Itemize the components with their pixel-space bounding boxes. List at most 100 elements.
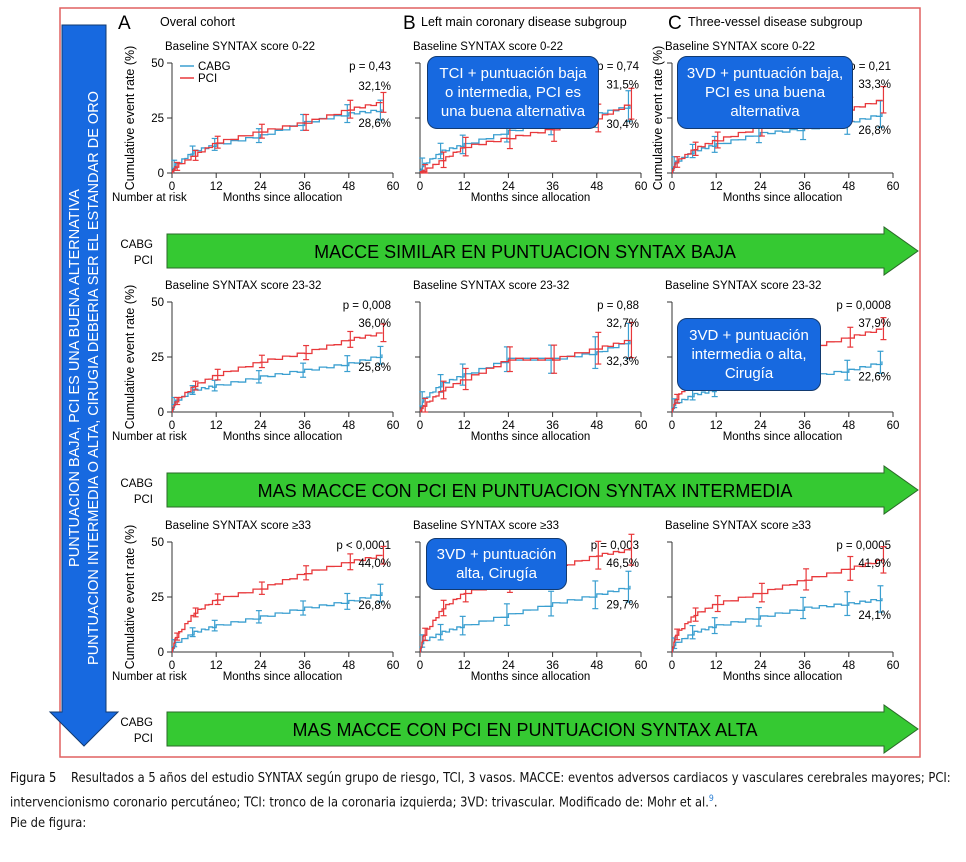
risk-label-cabg: CABG	[120, 717, 153, 729]
x-axis-label: Months since allocation	[723, 192, 843, 204]
y-tick-label: 0	[158, 168, 164, 180]
km-panel: Baseline SYNTAX score ≥33 p < 0,0001 0 25 50…	[112, 520, 399, 683]
x-axis-label: Months since allocation	[223, 192, 343, 204]
number-at-risk-label: Number at risk	[112, 671, 187, 683]
km-panel: Baseline SYNTAX score ≥33 p = 0,0005 0 12 24…	[665, 520, 899, 683]
green-arrow	[166, 226, 919, 276]
green-arrow-text: MAS MACCE CON PCI EN PUNTUACION SYNTAX A…	[292, 720, 757, 740]
caption-text: Resultados a 5 años del estudio SYNTAX s…	[10, 771, 951, 811]
x-tick-label: 60	[887, 420, 900, 432]
cabg-end-label: 28,6%	[358, 118, 391, 130]
x-tick-label: 0	[417, 420, 423, 432]
pci-end-label: 44,0%	[358, 558, 391, 570]
risk-label-pci: PCI	[134, 733, 153, 745]
x-tick-label: 48	[342, 420, 355, 432]
x-tick-label: 12	[210, 420, 223, 432]
vertical-arrow-line1: PUNTUACION BAJA, PCI ES UNA BUENA ALTERN…	[67, 189, 83, 567]
pci-curve	[419, 339, 631, 413]
panel-letter-C: C	[668, 13, 682, 34]
legend-pci-label: PCI	[198, 73, 217, 85]
x-tick-label: 36	[798, 181, 811, 193]
y-axis-label: Cumulative event rate (%)	[123, 525, 137, 670]
x-tick-label: 0	[669, 420, 675, 432]
cabg-end-label: 26,8%	[358, 600, 391, 612]
x-tick-label: 48	[590, 181, 603, 193]
p-value: p = 0,21	[849, 61, 891, 73]
p-value: p = 0,88	[597, 300, 639, 312]
x-tick-label: 12	[710, 660, 723, 672]
x-tick-label: 24	[502, 660, 515, 672]
cabg-end-label: 25,8%	[358, 362, 391, 374]
panel-subtitle: Baseline SYNTAX score 0-22	[665, 41, 815, 53]
pci-end-label: 31,5%	[606, 80, 639, 92]
x-axis-label: Months since allocation	[471, 431, 591, 443]
x-tick-label: 12	[210, 181, 223, 193]
caption-reference-link[interactable]: 9	[708, 794, 714, 804]
x-tick-label: 48	[842, 660, 855, 672]
cabg-end-label: 29,7%	[606, 600, 639, 612]
panel-subtitle: Baseline SYNTAX score ≥33	[413, 520, 559, 532]
x-tick-label: 12	[210, 660, 223, 672]
x-axis-label: Months since allocation	[723, 431, 843, 443]
y-tick-label: 50	[151, 537, 164, 549]
green-arrow-row-2: MAS MACCE CON PCI EN PUNTUACION SYNTAX I…	[120, 465, 919, 515]
y-tick-label: 25	[151, 113, 164, 125]
panel-subtitle: Baseline SYNTAX score 23-32	[665, 280, 821, 292]
pci-curve	[171, 554, 383, 653]
cabg-curve	[171, 592, 383, 653]
x-tick-label: 48	[842, 420, 855, 432]
x-tick-label: 12	[710, 181, 723, 193]
panel-subtitle: Baseline SYNTAX score ≥33	[665, 520, 811, 532]
x-tick-label: 60	[387, 420, 400, 432]
x-tick-label: 24	[754, 181, 767, 193]
panel-letter-B: B	[403, 13, 416, 34]
x-tick-label: 24	[754, 420, 767, 432]
panel-title: Overal cohort	[160, 15, 236, 29]
x-tick-label: 36	[798, 660, 811, 672]
cabg-end-label: 22,6%	[858, 371, 891, 383]
green-arrow-row-1: MACCE SIMILAR EN PUNTUACION SYNTAX BAJA C…	[120, 226, 919, 276]
p-value: p = 0,003	[591, 540, 639, 552]
x-tick-label: 0	[669, 181, 675, 193]
x-axis-label: Months since allocation	[723, 671, 843, 683]
x-tick-label: 48	[842, 181, 855, 193]
x-axis-label: Months since allocation	[471, 192, 591, 204]
x-tick-label: 24	[254, 420, 267, 432]
green-arrow-text: MACCE SIMILAR EN PUNTUACION SYNTAX BAJA	[314, 242, 736, 262]
x-tick-label: 24	[254, 181, 267, 193]
risk-label-cabg: CABG	[120, 239, 153, 251]
panel-title: Three-vessel disease subgroup	[688, 15, 862, 29]
x-tick-label: 36	[298, 181, 311, 193]
p-value: p < 0,0001	[336, 540, 391, 552]
green-arrow	[166, 465, 919, 515]
x-tick-label: 36	[546, 660, 559, 672]
p-value: p = 0,43	[349, 61, 391, 73]
x-tick-label: 48	[590, 660, 603, 672]
km-panel: Baseline SYNTAX score ≥33 p = 0,003 0 12 24 3…	[413, 520, 647, 683]
p-value: p = 0,0008	[836, 300, 891, 312]
y-tick-label: 0	[158, 407, 164, 419]
caption-footer: Pie de figura:	[10, 816, 87, 832]
km-panel: Baseline SYNTAX score 0-22 p = 0,43 0 25 50 0…	[112, 41, 399, 204]
cabg-end-label: 32,3%	[606, 356, 639, 368]
x-axis-label: Months since allocation	[223, 671, 343, 683]
x-tick-label: 60	[387, 181, 400, 193]
pci-end-label: 37,9%	[858, 318, 891, 330]
pci-end-label: 41,9%	[858, 558, 891, 570]
pci-end-label: 46,5%	[606, 558, 639, 570]
p-value: p = 0,008	[343, 300, 391, 312]
legend-cabg-label: CABG	[198, 61, 231, 73]
pci-end-label: 36,0%	[358, 318, 391, 330]
panel-subtitle: Baseline SYNTAX score 0-22	[165, 41, 315, 53]
x-tick-label: 60	[635, 660, 648, 672]
cabg-end-label: 24,1%	[858, 610, 891, 622]
caption-label: Figura 5	[10, 771, 57, 786]
figure-caption: Figura 5 Resultados a 5 años del estudio…	[10, 768, 965, 834]
panel-subtitle: Baseline SYNTAX score 23-32	[165, 280, 321, 292]
green-arrow-row-3: MAS MACCE CON PCI EN PUNTUACION SYNTAX A…	[120, 704, 919, 754]
y-tick-label: 0	[158, 647, 164, 659]
y-tick-label: 25	[151, 592, 164, 604]
x-tick-label: 60	[887, 660, 900, 672]
km-panel: Baseline SYNTAX score 23-32 p = 0,008 0 25 5…	[112, 280, 399, 443]
pci-curve	[171, 101, 383, 174]
